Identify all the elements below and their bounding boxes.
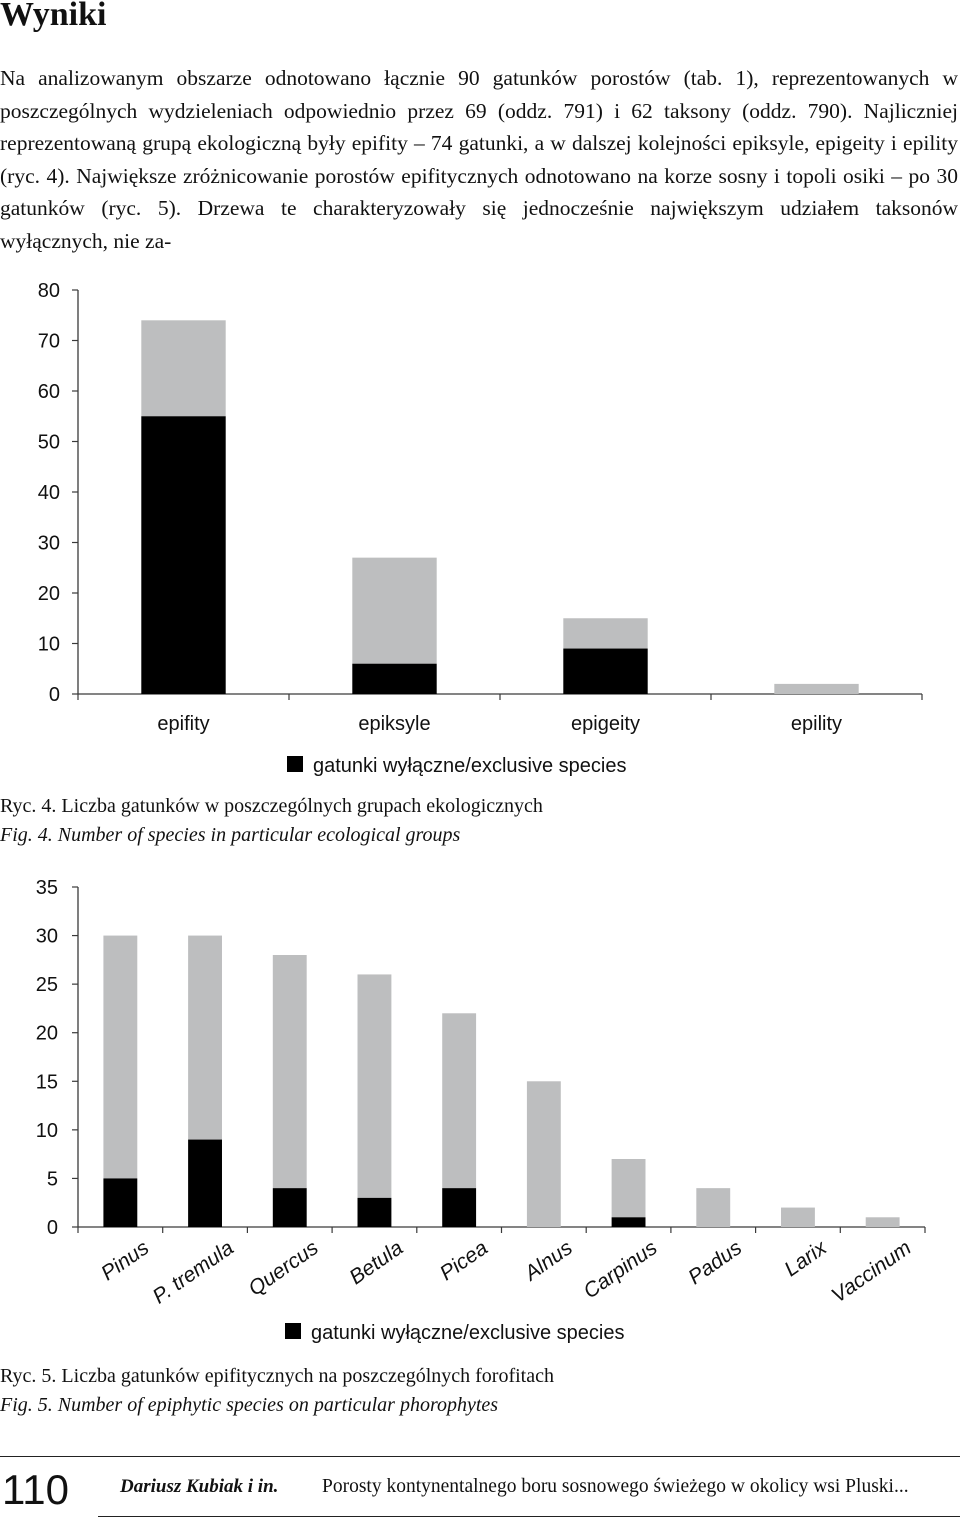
bar-other-7 <box>696 1188 731 1227</box>
figure-5-chart: 0 5 10 15 20 25 30 35 Pinus P. tremula Quercus Betu… <box>0 868 960 1358</box>
bar-exclusive-6 <box>611 1217 646 1227</box>
bar-other-2 <box>272 955 307 1189</box>
legend: gatunki wyłączne/exclusive species <box>287 755 627 777</box>
page-footer: 110 Dariusz Kubiak i in. Porosty kontyne… <box>0 1456 960 1520</box>
x-tick-label: epigeity <box>571 713 640 735</box>
bar-exclusive-3 <box>357 1197 392 1227</box>
y-tick-label: 10 <box>38 634 60 656</box>
legend-swatch <box>287 756 303 772</box>
bar-other-1 <box>352 557 437 664</box>
bar-exclusive-1 <box>352 663 437 694</box>
bar-other-8 <box>781 1207 815 1227</box>
bar-other-1 <box>188 935 222 1140</box>
x-tick-label: P. tremula <box>149 1236 238 1308</box>
legend-label: gatunki wyłączne/exclusive species <box>311 1322 625 1344</box>
x-tick-label: Carpinus <box>579 1236 661 1303</box>
y-tick-label: 60 <box>38 381 60 403</box>
bar-other-4 <box>442 1013 477 1189</box>
bar-exclusive-2 <box>563 648 648 694</box>
y-tick-label: 10 <box>36 1120 58 1142</box>
footer-bottom-rule <box>98 1516 960 1517</box>
bar-exclusive-0 <box>103 1178 138 1227</box>
legend-label: gatunki wyłączne/exclusive species <box>313 755 627 777</box>
x-tick-label: Picea <box>436 1236 492 1285</box>
bar-exclusive-4 <box>442 1188 477 1227</box>
bar-other-3 <box>774 683 859 694</box>
x-tick-label: Quercus <box>244 1236 323 1301</box>
x-tick-label: Betula <box>345 1236 407 1289</box>
bar-other-6 <box>611 1159 646 1218</box>
bar-exclusive-0 <box>141 416 226 694</box>
figure-4-caption-pl: Ryc. 4. Liczba gatunków w poszczególnych… <box>0 795 543 817</box>
figure-4-caption-en: Fig. 4. Number of species in particular … <box>0 824 461 846</box>
y-tick-label: 70 <box>38 331 60 353</box>
x-tick-label: Alnus <box>519 1236 577 1286</box>
footer-top-rule <box>0 1456 960 1457</box>
y-tick-label: 30 <box>38 533 60 555</box>
x-tick-label: epiksyle <box>358 713 430 735</box>
bar-other-2 <box>563 618 648 649</box>
x-tick-label: epility <box>791 713 842 735</box>
y-tick-label: 30 <box>36 926 58 948</box>
bar-other-5 <box>526 1081 561 1227</box>
figure-5-caption-pl: Ryc. 5. Liczba gatunków epifitycznych na… <box>0 1365 554 1387</box>
y-tick-label: 25 <box>36 974 58 996</box>
figure-4-chart: 0 10 20 30 40 50 60 70 80 epifity epiksyle epigeity… <box>0 270 960 790</box>
y-tick-label: 20 <box>36 1023 58 1045</box>
legend-swatch <box>285 1323 301 1339</box>
x-tick-label: Padus <box>684 1236 746 1289</box>
bar-other-0 <box>103 935 138 1179</box>
figure-4-caption: Ryc. 4. Liczba gatunków w poszczególnych… <box>0 792 543 850</box>
y-tick-label: 50 <box>38 432 60 454</box>
bar-other-9 <box>865 1217 900 1227</box>
section-heading: Wyniki <box>0 0 107 33</box>
y-tick-label: 0 <box>49 684 60 706</box>
body-paragraph: Na analizowanym obszarze odnotowano łącz… <box>0 66 958 253</box>
footer-authors: Dariusz Kubiak i in. <box>120 1476 279 1497</box>
bar-other-3 <box>357 974 392 1198</box>
legend: gatunki wyłączne/exclusive species <box>285 1322 625 1344</box>
bar-other-0 <box>141 320 226 417</box>
figure-5-caption: Ryc. 5. Liczba gatunków epifitycznych na… <box>0 1362 554 1420</box>
y-tick-label: 0 <box>47 1217 58 1239</box>
bar-exclusive-2 <box>272 1188 307 1227</box>
y-tick-label: 40 <box>38 482 60 504</box>
x-tick-label: Pinus <box>97 1236 154 1285</box>
y-tick-label: 20 <box>38 583 60 605</box>
y-tick-label: 5 <box>47 1168 58 1190</box>
x-tick-label: Larix <box>780 1235 832 1281</box>
x-tick-label: epifity <box>157 713 209 735</box>
y-tick-label: 15 <box>36 1071 58 1093</box>
y-tick-label: 80 <box>38 280 60 302</box>
y-tick-label: 35 <box>36 877 58 899</box>
footer-title: Porosty kontynentalnego boru sosnowego ś… <box>322 1476 909 1497</box>
page-number: 110 <box>2 1466 69 1513</box>
figure-5-caption-en: Fig. 5. Number of epiphytic species on p… <box>0 1394 499 1416</box>
figure-4-svg: 0 10 20 30 40 50 60 70 80 epifity epiksyle epigeity… <box>38 280 923 777</box>
x-tick-label: Vaccinum <box>827 1236 915 1307</box>
bar-exclusive-1 <box>188 1139 222 1227</box>
